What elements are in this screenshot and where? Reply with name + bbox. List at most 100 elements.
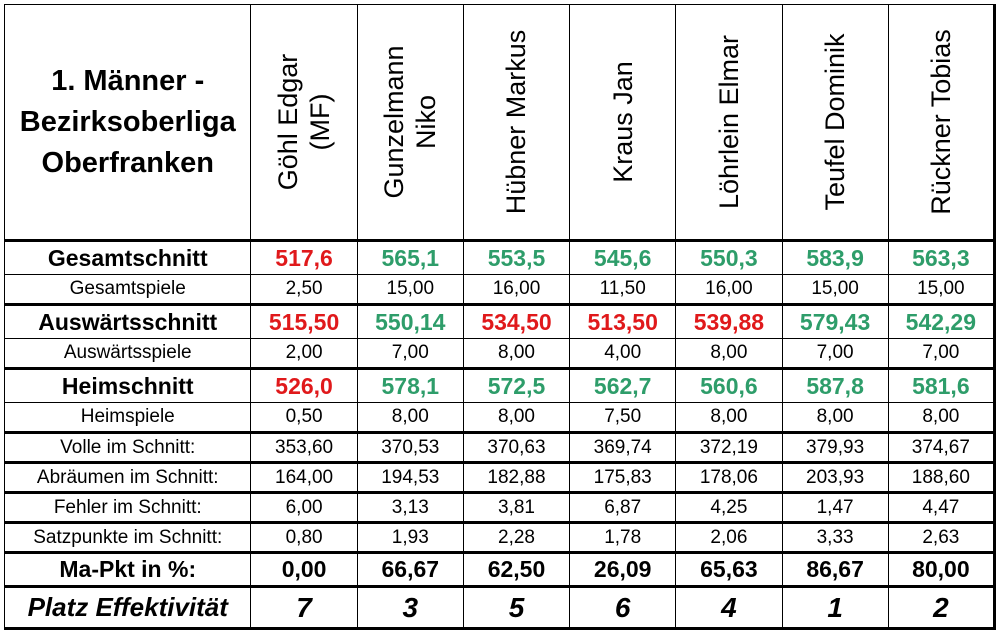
value-cell: 62,50 [462, 551, 571, 587]
value-cell: 2,00 [250, 338, 358, 369]
value-cell: 4,47 [887, 491, 997, 523]
value-cell: 581,6 [887, 367, 997, 403]
player-name: Göhl Edgar [273, 53, 304, 191]
value-cell: 369,74 [569, 431, 677, 463]
row-label: Abräumen im Schnitt: [3, 461, 252, 493]
table-row: Gesamtschnitt 517,6 565,1 553,5 545,6 550,3 58… [3, 239, 997, 275]
value-cell: 178,06 [675, 461, 783, 493]
rank-cell: 7 [250, 585, 358, 630]
value-cell: 3,33 [781, 521, 889, 553]
value-cell: 15,00 [356, 274, 464, 305]
row-label: Heimschnitt [3, 367, 252, 403]
table-row: Ma-Pkt in %: 0,00 66,67 62,50 26,09 65,63 86,6… [3, 551, 997, 587]
value-cell: 0,50 [250, 402, 358, 433]
row-label: Gesamtspiele [3, 274, 252, 305]
rank-cell: 4 [675, 585, 783, 630]
value-cell: 565,1 [356, 239, 464, 275]
row-label: Auswärtsschnitt [3, 303, 252, 339]
value-cell: 513,50 [569, 303, 677, 339]
table-row: Satzpunkte im Schnitt: 0,80 1,93 2,28 1,78 2,… [3, 521, 997, 553]
value-cell: 542,29 [887, 303, 997, 339]
value-cell: 15,00 [887, 274, 997, 305]
value-cell: 2,50 [250, 274, 358, 305]
value-cell: 16,00 [675, 274, 783, 305]
value-cell: 194,53 [356, 461, 464, 493]
player-name: Gunzelmann [379, 45, 410, 199]
table-title: 1. Männer - Bezirksoberliga Oberfranken [3, 4, 252, 241]
value-cell: 1,93 [356, 521, 464, 553]
value-cell: 562,7 [569, 367, 677, 403]
value-cell: 8,00 [887, 402, 997, 433]
header-row: 1. Männer - Bezirksoberliga Oberfranken … [3, 4, 997, 241]
value-cell: 7,00 [887, 338, 997, 369]
rank-cell: 5 [462, 585, 571, 630]
row-label: Platz Effektivität [3, 585, 252, 630]
value-cell: 550,14 [356, 303, 464, 339]
player-header: Rückner Tobias [887, 4, 997, 241]
value-cell: 164,00 [250, 461, 358, 493]
value-cell: 1,47 [781, 491, 889, 523]
value-cell: 3,81 [462, 491, 571, 523]
value-cell: 6,00 [250, 491, 358, 523]
player-name: Rückner Tobias [925, 29, 956, 215]
value-cell: 8,00 [462, 402, 571, 433]
value-cell: 563,3 [887, 239, 997, 275]
title-line-1: 1. Männer - [51, 64, 205, 97]
table-row: Fehler im Schnitt: 6,00 3,13 3,81 6,87 4,25 1,… [3, 491, 997, 523]
value-cell: 6,87 [569, 491, 677, 523]
value-cell: 553,5 [462, 239, 571, 275]
value-cell: 539,88 [675, 303, 783, 339]
value-cell: 4,25 [675, 491, 783, 523]
value-cell: 374,67 [887, 431, 997, 463]
row-label: Gesamtschnitt [3, 239, 252, 275]
table-row: Auswärtsspiele 2,00 7,00 8,00 4,00 8,00 7,00 7,… [3, 338, 997, 369]
table-row: Heimspiele 0,50 8,00 8,00 7,50 8,00 8,00 8,00 [3, 402, 997, 433]
value-cell: 65,63 [675, 551, 783, 587]
value-cell: 0,80 [250, 521, 358, 553]
value-cell: 7,50 [569, 402, 677, 433]
value-cell: 8,00 [356, 402, 464, 433]
row-label: Fehler im Schnitt: [3, 491, 252, 523]
row-label: Ma-Pkt in %: [3, 551, 252, 587]
value-cell: 16,00 [462, 274, 571, 305]
value-cell: 370,63 [462, 431, 571, 463]
value-cell: 8,00 [675, 402, 783, 433]
value-cell: 1,78 [569, 521, 677, 553]
player-header: Gunzelmann Niko [356, 4, 464, 241]
rank-cell: 1 [781, 585, 889, 630]
value-cell: 517,6 [250, 239, 358, 275]
row-label: Auswärtsspiele [3, 338, 252, 369]
value-cell: 175,83 [569, 461, 677, 493]
value-cell: 66,67 [356, 551, 464, 587]
value-cell: 353,60 [250, 431, 358, 463]
value-cell: 7,00 [356, 338, 464, 369]
value-cell: 550,3 [675, 239, 783, 275]
player-name-2: (MF) [305, 93, 336, 151]
value-cell: 370,53 [356, 431, 464, 463]
player-header: Löhrlein Elmar [675, 4, 783, 241]
player-name: Löhrlein Elmar [713, 34, 744, 210]
player-name: Kraus Jan [607, 61, 638, 183]
value-cell: 545,6 [569, 239, 677, 275]
row-label: Satzpunkte im Schnitt: [3, 521, 252, 553]
row-label: Volle im Schnitt: [3, 431, 252, 463]
value-cell: 8,00 [781, 402, 889, 433]
player-name: Teufel Dominik [820, 33, 851, 211]
player-header: Hübner Markus [462, 4, 571, 241]
value-cell: 379,93 [781, 431, 889, 463]
value-cell: 8,00 [675, 338, 783, 369]
value-cell: 579,43 [781, 303, 889, 339]
stats-body: Gesamtschnitt 517,6 565,1 553,5 545,6 550,3 58… [3, 239, 997, 587]
value-cell: 578,1 [356, 367, 464, 403]
value-cell: 80,00 [887, 551, 997, 587]
value-cell: 4,00 [569, 338, 677, 369]
value-cell: 3,13 [356, 491, 464, 523]
value-cell: 587,8 [781, 367, 889, 403]
value-cell: 583,9 [781, 239, 889, 275]
row-label: Heimspiele [3, 402, 252, 433]
value-cell: 7,00 [781, 338, 889, 369]
value-cell: 515,50 [250, 303, 358, 339]
table-row: Heimschnitt 526,0 578,1 572,5 562,7 560,6 587,… [3, 367, 997, 403]
player-header: Göhl Edgar (MF) [250, 4, 358, 241]
table-row: Auswärtsschnitt 515,50 550,14 534,50 513,50 5… [3, 303, 997, 339]
